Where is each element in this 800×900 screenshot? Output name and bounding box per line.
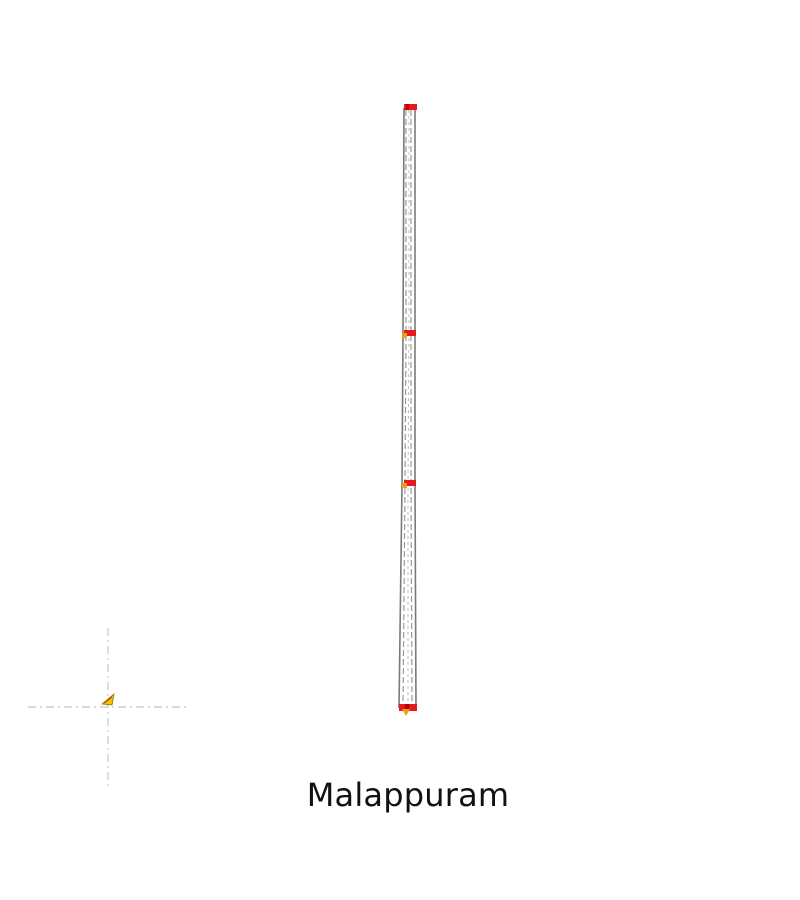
- locator-crosshair-icon: [28, 628, 188, 788]
- stop-marker-middle: [402, 480, 416, 488]
- stop-marker-upper: [402, 330, 416, 338]
- stop-marker-top: [404, 104, 417, 110]
- end-marker-icon: [402, 709, 410, 716]
- route-lane-inner-right: [410, 110, 413, 707]
- route-lane-center: [407, 110, 410, 706]
- route-corridor: [398, 107, 417, 709]
- origin-marker-icon: [101, 692, 115, 706]
- route-outline-right: [414, 108, 417, 709]
- map-title: Malappuram: [306, 776, 510, 814]
- route-outline-left: [398, 107, 405, 709]
- route-lane-inner-left: [402, 110, 407, 707]
- stop-marker-bottom: [399, 704, 417, 716]
